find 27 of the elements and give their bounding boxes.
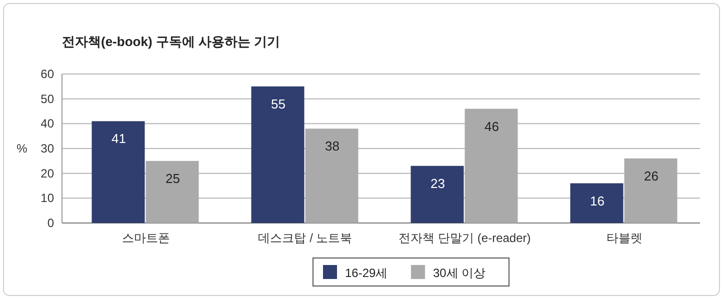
x-tick-label: 스마트폰 bbox=[122, 231, 170, 245]
data-label: 16 bbox=[590, 193, 604, 208]
y-axis-title: % bbox=[16, 142, 28, 156]
legend-label: 30세 이상 bbox=[433, 266, 486, 280]
x-tick-label: 전자책 단말기 (e-reader) bbox=[398, 231, 531, 245]
legend-label: 16-29세 bbox=[345, 266, 388, 280]
y-tick-label: 50 bbox=[40, 92, 54, 106]
y-tick-label: 20 bbox=[40, 166, 54, 180]
bar bbox=[251, 86, 304, 223]
data-label: 26 bbox=[644, 168, 658, 184]
x-tick-label: 타블렛 bbox=[606, 231, 642, 245]
y-tick-label: 40 bbox=[40, 116, 54, 131]
x-tick-label: 데스크탑 / 노트북 bbox=[258, 231, 352, 245]
y-tick-label: 30 bbox=[40, 142, 54, 156]
chart-title: 전자책(e-book) 구독에 사용하는 기기 bbox=[62, 34, 280, 49]
y-tick-label: 10 bbox=[40, 191, 54, 206]
data-label: 41 bbox=[112, 131, 126, 146]
data-label: 46 bbox=[484, 118, 499, 134]
data-label: 25 bbox=[166, 170, 180, 186]
bar bbox=[92, 121, 145, 223]
data-label: 38 bbox=[325, 138, 340, 154]
y-tick-label: 0 bbox=[47, 216, 54, 230]
bar bbox=[410, 166, 464, 223]
bar bbox=[570, 183, 624, 223]
data-label: 23 bbox=[430, 176, 445, 191]
y-tick-label: 60 bbox=[40, 67, 54, 81]
data-label: 55 bbox=[271, 96, 286, 112]
